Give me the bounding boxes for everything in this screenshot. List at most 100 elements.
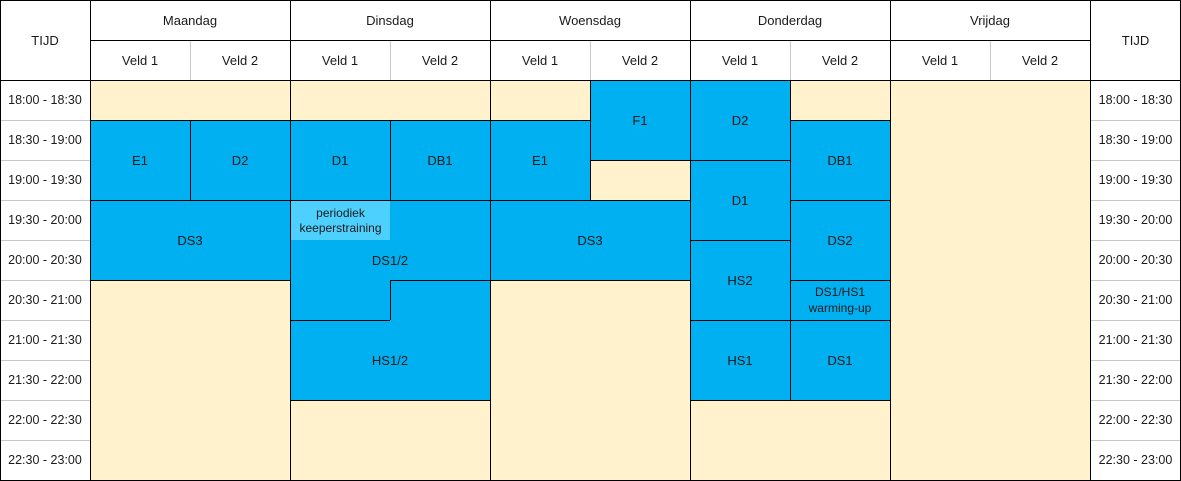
grid-line [690,400,890,401]
field-header: Veld 1 [890,40,990,80]
time-slot-right: 18:00 - 18:30 [1090,80,1181,120]
grid-line [0,360,90,361]
day-header-maandag: Maandag [90,0,290,40]
session-label-db1[interactable]: DB1 [827,152,853,168]
time-slot-left: 20:00 - 20:30 [0,240,90,280]
session-block [290,320,490,400]
grid-line [290,400,490,401]
grid-line [990,41,991,80]
grid-line [490,200,690,201]
session-label-ds1[interactable]: DS1 [827,352,853,368]
grid-line [0,240,90,241]
grid-line [890,0,891,481]
field-header: Veld 2 [590,40,690,80]
grid-line [290,320,390,321]
session-block [490,200,690,280]
note-keeperstraining: periodiek keeperstraining [291,201,390,240]
grid-line [1090,440,1181,441]
field-header: Veld 1 [90,40,190,80]
grid-line [0,440,90,441]
session-label-d2[interactable]: D2 [731,112,749,128]
grid-line [390,280,490,281]
grid-line [90,40,1090,41]
session-label-d1[interactable]: D1 [331,152,349,168]
session-label-ds2[interactable]: DS2 [827,232,853,248]
field-header: Veld 2 [790,40,890,80]
field-header: Veld 2 [990,40,1090,80]
day-header-woensdag: Woensdag [490,0,690,40]
time-slot-left: 21:00 - 21:30 [0,320,90,360]
session-label-ds1-2[interactable]: DS1/2 [371,252,409,268]
grid-line [90,0,91,481]
grid-line [1090,360,1181,361]
session-label-ds3[interactable]: DS3 [177,232,203,248]
day-header-donderdag: Donderdag [690,0,890,40]
field-header: Veld 2 [190,40,290,80]
grid-line [0,120,90,121]
time-slot-right: 21:00 - 21:30 [1090,320,1181,360]
grid-line [790,120,890,121]
field-header: Veld 1 [290,40,390,80]
session-label-hs1[interactable]: HS1 [727,352,753,368]
time-slot-right: 18:30 - 19:00 [1090,120,1181,160]
time-slot-right: 19:00 - 19:30 [1090,160,1181,200]
grid-line [490,0,491,481]
grid-line [0,200,90,201]
tijd-header-left: TIJD [0,0,90,80]
session-label-db1[interactable]: DB1 [427,152,453,168]
grid-line [1090,160,1181,161]
session-label-d1[interactable]: D1 [731,192,749,208]
grid-line [0,160,90,161]
grid-line [1090,120,1181,121]
grid-line [390,280,391,320]
session-block [290,280,390,320]
day-header-vrijdag: Vrijdag [890,0,1090,40]
grid-line [0,320,90,321]
grid-line [690,160,790,161]
session-label-e1[interactable]: E1 [132,152,148,168]
time-slot-right: 20:00 - 20:30 [1090,240,1181,280]
grid-line [1090,200,1181,201]
grid-line [590,41,591,80]
time-slot-right: 20:30 - 21:00 [1090,280,1181,320]
session-label-hs1-2[interactable]: HS1/2 [371,352,409,368]
time-slot-left: 21:30 - 22:00 [0,360,90,400]
session-label-f1[interactable]: F1 [632,112,648,128]
grid-line [390,41,391,80]
grid-line [690,240,790,241]
session-label-hs2[interactable]: HS2 [727,272,753,288]
session-block [590,80,690,160]
grid-line [390,120,391,200]
grid-line [0,0,1181,1]
session-block [790,120,890,400]
grid-line [790,41,791,80]
time-slot-left: 18:30 - 19:00 [0,120,90,160]
grid-line [90,280,290,281]
grid-line [190,41,191,80]
grid-line [1090,320,1181,321]
grid-line [790,80,791,400]
session-label-ds1-hs1[interactable]: DS1/HS1 warming-up [808,285,872,315]
session-label-e1[interactable]: E1 [532,152,548,168]
time-slot-left: 22:30 - 23:00 [0,440,90,480]
grid-line [490,280,690,281]
time-slot-left: 19:30 - 20:00 [0,200,90,240]
grid-line [190,120,191,200]
grid-line [0,400,90,401]
time-slot-left: 22:00 - 22:30 [0,400,90,440]
time-slot-right: 22:00 - 22:30 [1090,400,1181,440]
grid-line [1090,400,1181,401]
grid-line [1090,240,1181,241]
grid-line [590,80,591,200]
session-label-ds3[interactable]: DS3 [577,232,603,248]
grid-line [590,160,690,161]
grid-line [790,280,890,281]
field-header: Veld 2 [390,40,490,80]
grid-line [490,120,590,121]
grid-line [290,200,490,201]
tijd-header-right: TIJD [1090,0,1181,80]
session-label-d2[interactable]: D2 [231,152,249,168]
grid-line [790,200,890,201]
time-slot-left: 18:00 - 18:30 [0,80,90,120]
